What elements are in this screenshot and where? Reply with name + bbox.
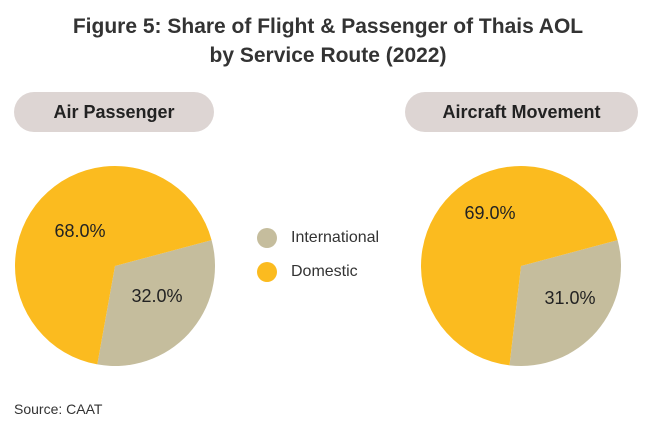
data-label-aircraft-international: 31.0%: [544, 288, 595, 308]
pie-title-aircraft-movement: Aircraft Movement: [405, 92, 638, 132]
data-label-passenger-domestic: 68.0%: [54, 221, 105, 241]
pie-slice-passenger-domestic: [15, 166, 212, 365]
pie-slice-aircraft-international: [509, 240, 622, 366]
pie-title-air-passenger: Air Passenger: [14, 92, 214, 132]
data-label-aircraft-domestic: 69.0%: [464, 203, 515, 223]
legend-label-domestic: Domestic: [291, 263, 358, 280]
chart-title: Figure 5: Share of Flight & Passenger of…: [0, 12, 656, 70]
legend-swatch-international: [257, 228, 277, 248]
legend: International Domestic: [257, 221, 379, 289]
legend-swatch-domestic: [257, 262, 277, 282]
chart-title-line-1: Figure 5: Share of Flight & Passenger of…: [72, 15, 584, 38]
pie-slice-passenger-international: [97, 240, 215, 366]
source-note: Source: CAAT: [14, 401, 103, 417]
legend-item-international: International: [257, 221, 379, 255]
data-label-passenger-international: 32.0%: [131, 286, 182, 306]
legend-label-international: International: [291, 229, 380, 246]
pie-slice-aircraft-domestic: [421, 166, 618, 366]
legend-item-domestic: Domestic: [257, 255, 379, 289]
chart-title-line-2: by Service Route (2022): [209, 44, 447, 67]
